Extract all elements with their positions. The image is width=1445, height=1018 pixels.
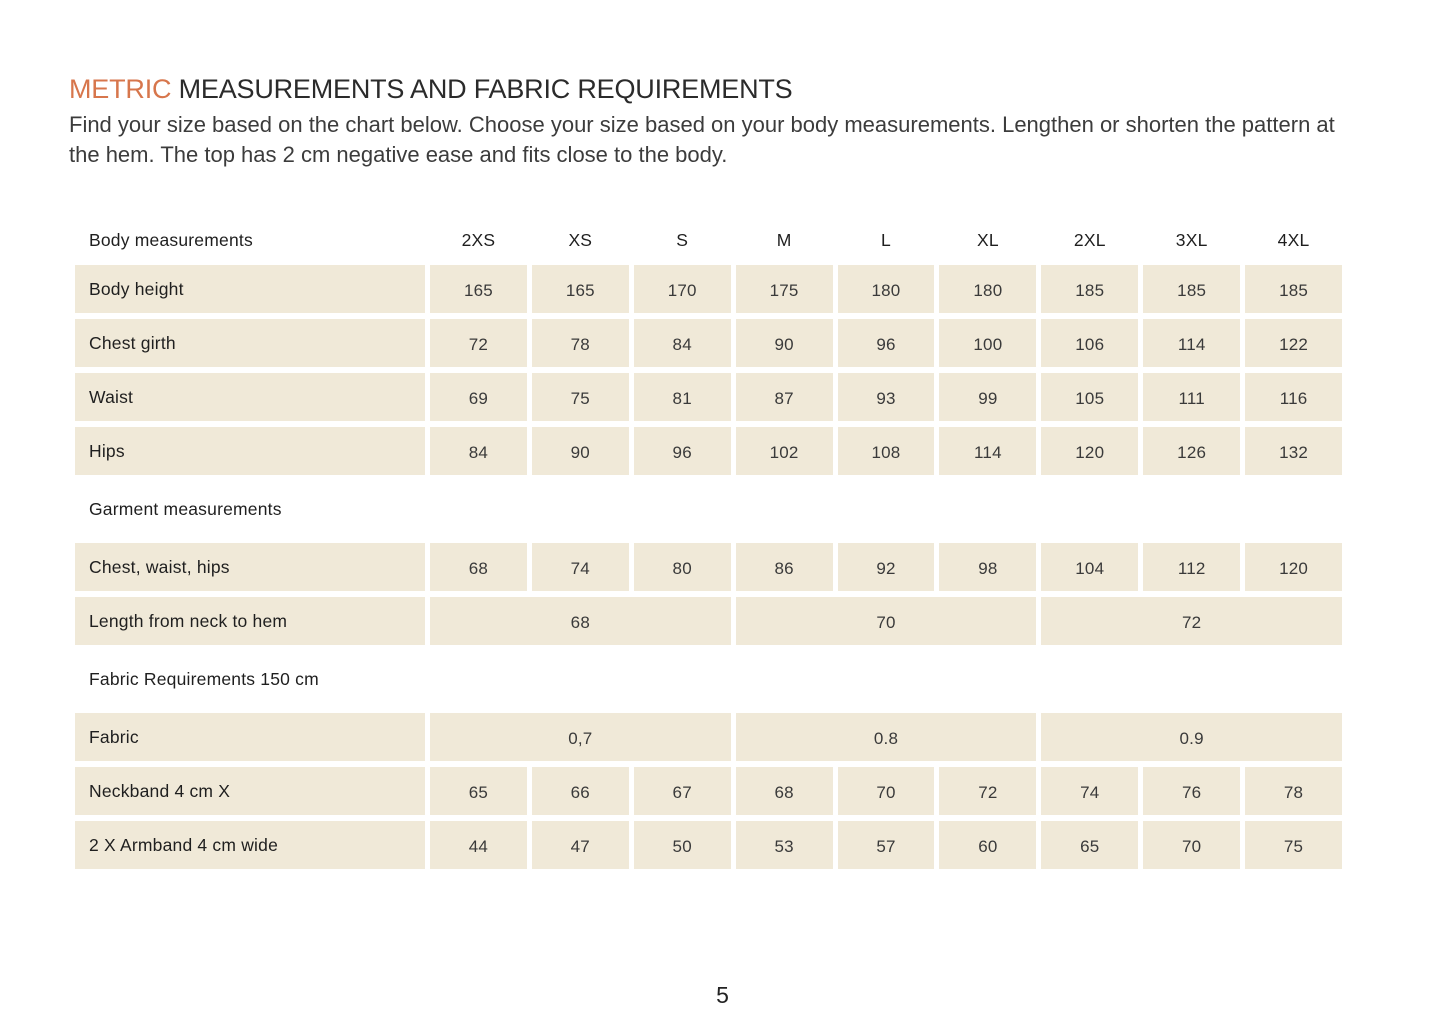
page-number: 5 [716,982,729,1008]
row-label: Chest, waist, hips [75,543,425,591]
value-cell: 122 [1245,319,1342,367]
value-cell: 50 [633,821,731,869]
value-cell: 60 [939,821,1037,869]
merged-value-cell: 0,7 [430,713,731,761]
value-cell: 78 [531,319,629,367]
value-cell: 165 [430,265,527,313]
value-cell: 106 [1041,319,1139,367]
value-cell: 70 [837,767,935,815]
value-cell: 105 [1041,373,1139,421]
size-chart-table: Body measurements 2XS XS S M L XL 2XL 3XL 4XL Body… [75,221,1342,869]
value-cell: 180 [939,265,1037,313]
value-cell: 90 [735,319,833,367]
value-cell: 72 [939,767,1037,815]
value-cell: 75 [531,373,629,421]
value-cell: 93 [837,373,935,421]
value-cell: 99 [939,373,1037,421]
value-cell: 92 [837,543,935,591]
value-cell: 87 [735,373,833,421]
title-rest: MEASUREMENTS AND FABRIC REQUIREMENTS [178,74,793,104]
value-cell: 84 [430,427,527,475]
value-cell: 81 [633,373,731,421]
table-corner-header: Body measurements [89,229,253,250]
value-cell: 170 [633,265,731,313]
value-cell: 65 [430,767,527,815]
value-cell: 111 [1143,373,1241,421]
value-cell: 108 [837,427,935,475]
value-cell: 57 [837,821,935,869]
value-cell: 68 [735,767,833,815]
size-column-header: XS [568,229,593,250]
value-cell: 175 [735,265,833,313]
row-label: Neckband 4 cm X [75,767,425,815]
section-header: Fabric Requirements 150 cm [89,668,319,689]
value-cell: 74 [1041,767,1139,815]
intro-text: Find your size based on the chart below.… [69,112,1335,167]
value-cell: 72 [430,319,527,367]
row-label: 2 X Armband 4 cm wide [75,821,425,869]
value-cell: 96 [633,427,731,475]
merged-value-cell: 0.9 [1041,713,1342,761]
value-cell: 68 [430,543,527,591]
value-cell: 126 [1143,427,1241,475]
merged-value-cell: 0.8 [735,713,1037,761]
size-column-header: XL [976,229,999,250]
size-column-header: 2XS [461,229,496,250]
size-column-header: 3XL [1175,229,1208,250]
merged-value-cell: 72 [1041,597,1342,645]
value-cell: 86 [735,543,833,591]
value-cell: 102 [735,427,833,475]
value-cell: 120 [1041,427,1139,475]
value-cell: 80 [633,543,731,591]
value-cell: 165 [531,265,629,313]
value-cell: 69 [430,373,527,421]
value-cell: 74 [531,543,629,591]
size-column-header: M [776,229,792,250]
value-cell: 67 [633,767,731,815]
size-column-header: S [676,229,689,250]
row-label: Length from neck to hem [75,597,425,645]
title-highlight: METRIC [69,74,172,104]
value-cell: 98 [939,543,1037,591]
row-label: Hips [75,427,425,475]
value-cell: 116 [1245,373,1342,421]
value-cell: 132 [1245,427,1342,475]
row-label: Body height [75,265,425,313]
value-cell: 114 [1143,319,1241,367]
size-column-header: 4XL [1277,229,1310,250]
value-cell: 47 [531,821,629,869]
value-cell: 185 [1041,265,1139,313]
value-cell: 84 [633,319,731,367]
size-column-header: 2XL [1073,229,1106,250]
value-cell: 70 [1143,821,1241,869]
section-header: Garment measurements [89,498,282,519]
value-cell: 180 [837,265,935,313]
value-cell: 185 [1143,265,1241,313]
row-label: Fabric [75,713,425,761]
row-label: Waist [75,373,425,421]
page-title: METRIC MEASUREMENTS AND FABRIC REQUIREME… [69,74,1376,104]
size-column-header: L [881,229,891,250]
value-cell: 185 [1245,265,1342,313]
value-cell: 78 [1245,767,1342,815]
value-cell: 114 [939,427,1037,475]
value-cell: 104 [1041,543,1139,591]
value-cell: 65 [1041,821,1139,869]
value-cell: 100 [939,319,1037,367]
value-cell: 76 [1143,767,1241,815]
value-cell: 112 [1143,543,1241,591]
value-cell: 44 [430,821,527,869]
value-cell: 96 [837,319,935,367]
value-cell: 120 [1245,543,1342,591]
value-cell: 90 [531,427,629,475]
merged-value-cell: 68 [430,597,731,645]
row-label: Chest girth [75,319,425,367]
value-cell: 66 [531,767,629,815]
value-cell: 53 [735,821,833,869]
value-cell: 75 [1245,821,1342,869]
merged-value-cell: 70 [735,597,1037,645]
